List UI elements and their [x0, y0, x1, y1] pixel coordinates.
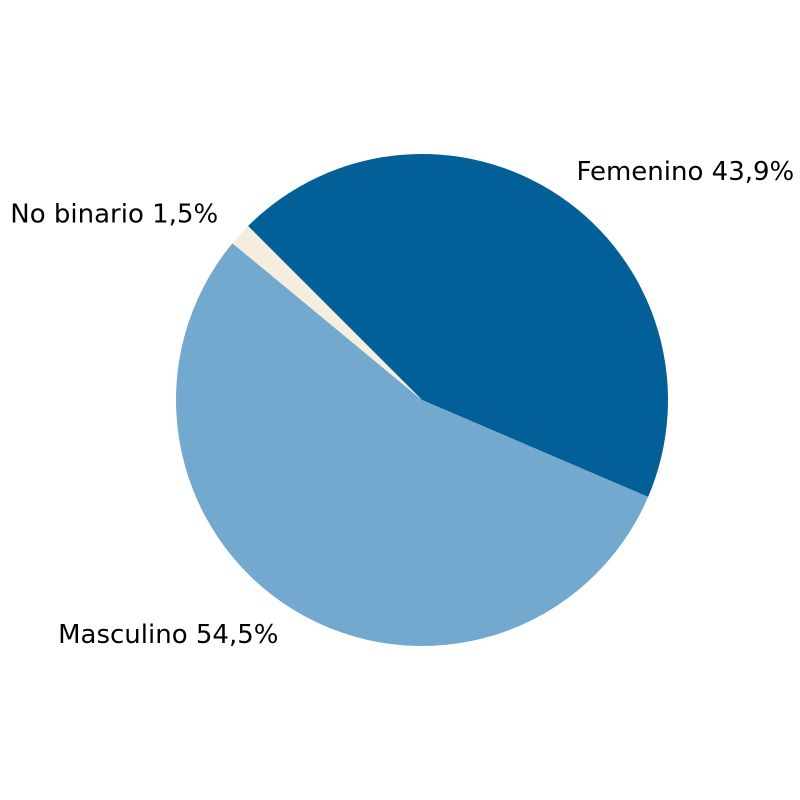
pie-label-masculino: Masculino 54,5%: [58, 620, 278, 650]
pie-label-femenino: Femenino 43,9%: [576, 157, 794, 187]
pie-slice-no-binario: [232, 226, 422, 400]
pie-labels: Femenino 43,9% Masculino 54,5% No binario …: [10, 157, 794, 650]
pie-label-no-binario: No binario 1,5%: [10, 200, 218, 230]
pie-slices: [175, 153, 669, 647]
pie-slice-femenino: [248, 153, 669, 497]
pie-slice-masculino: [175, 243, 649, 647]
